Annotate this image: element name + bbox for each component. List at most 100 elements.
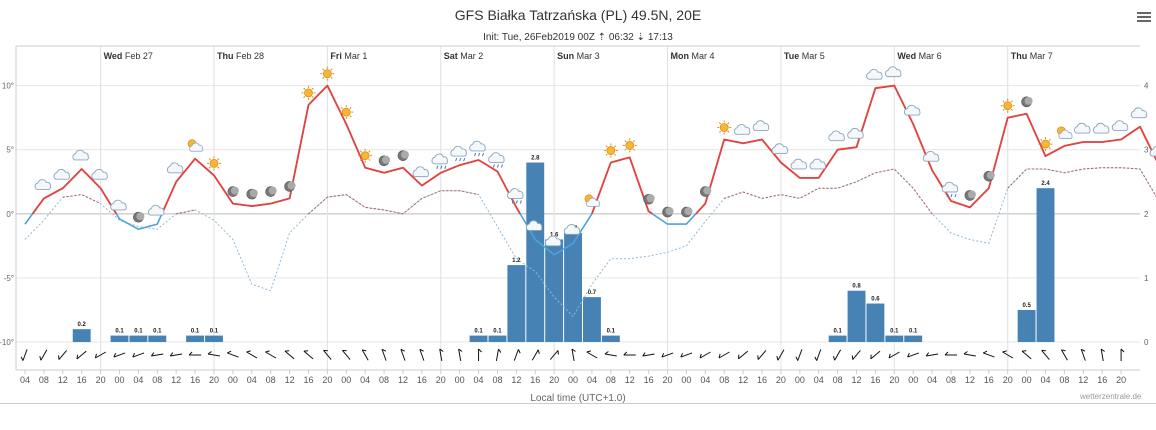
- wind-arrow-icon: [132, 352, 145, 358]
- cloud-icon: [903, 104, 921, 116]
- cloud-icon: [847, 127, 864, 139]
- cloud-icon: [53, 168, 70, 180]
- sun-cloud-icon: [187, 139, 204, 152]
- day-date: Mar 3: [577, 51, 600, 61]
- precip-bar: [1036, 188, 1055, 342]
- sun-icon: [1038, 137, 1053, 152]
- cloud-icon: [526, 220, 543, 231]
- cloud-icon: [72, 149, 89, 161]
- wind-arrow-icon: [699, 351, 711, 359]
- day-date: Mar 6: [919, 51, 942, 61]
- x-tick-label: 20: [889, 375, 899, 385]
- cloud-icon: [412, 166, 430, 178]
- x-tick-label: 20: [776, 375, 786, 385]
- credits-link[interactable]: wetterzentrale.de: [1080, 392, 1142, 401]
- day-label: Tue Mar 5: [784, 51, 825, 61]
- day-name: Thu: [1011, 51, 1030, 61]
- precip-data-label: 0.5: [1022, 303, 1031, 309]
- x-tick-label: 04: [360, 375, 370, 385]
- precip-data-label: 1.2: [512, 258, 521, 264]
- cloud-icon: [1074, 122, 1091, 134]
- temperature-line-warm: [31, 84, 1156, 215]
- day-label: Sun Mar 3: [557, 51, 600, 61]
- moon-icon: [265, 186, 277, 197]
- wind-arrow-icon: [495, 348, 502, 361]
- day-name: Thu: [217, 51, 236, 61]
- wind-arrow-icon: [58, 350, 68, 360]
- wind-arrow-icon: [661, 352, 674, 358]
- precip-data-label: 0.1: [191, 329, 200, 335]
- rain-cloud-icon: [450, 145, 467, 162]
- wind-arrow-icon: [814, 349, 822, 361]
- wind-arrow-icon: [925, 352, 939, 357]
- x-tick-label: 12: [852, 375, 862, 385]
- x-tick-label: 16: [757, 375, 767, 385]
- sun-icon: [206, 156, 221, 171]
- x-tick-label: 08: [946, 375, 956, 385]
- wind-arrow-icon: [963, 351, 976, 357]
- x-tick-label: 00: [455, 375, 465, 385]
- precip-bar: [583, 297, 601, 342]
- y2-tick-label: 1: [1144, 274, 1149, 283]
- y-tick-label: 0°: [6, 210, 14, 219]
- precip-data-label: 0.1: [909, 329, 918, 335]
- x-tick-label: 16: [77, 375, 87, 385]
- moon-icon: [133, 211, 145, 223]
- precip-data-label: 0.6: [871, 297, 880, 303]
- precip-bar: [110, 335, 129, 342]
- y-tick-label: -10°: [0, 338, 14, 347]
- divider: [0, 403, 1156, 404]
- x-tick-label: 04: [133, 375, 143, 385]
- wind-arrow-icon: [604, 351, 617, 357]
- wind-arrow-icon: [680, 352, 693, 358]
- wind-arrow-icon: [39, 349, 48, 361]
- wind-arrow-icon: [265, 350, 277, 359]
- moon-icon: [983, 170, 995, 182]
- wind-arrow-icon: [851, 350, 861, 360]
- precip-data-label: 0.1: [833, 329, 842, 335]
- wind-arrow-icon: [76, 350, 87, 360]
- day-name: Sat: [444, 51, 461, 61]
- wind-arrow-icon: [907, 352, 920, 358]
- sunrise-time: 06:32: [608, 32, 634, 43]
- wind-arrow-icon: [1100, 348, 1105, 361]
- x-tick-label: 16: [417, 375, 427, 385]
- day-date: Feb 28: [236, 51, 264, 61]
- wind-arrow-icon: [888, 351, 900, 359]
- moon-icon: [700, 186, 712, 197]
- wind-arrow-icon: [513, 349, 521, 361]
- menu-icon[interactable]: [1137, 12, 1151, 22]
- x-tick-label: 16: [190, 375, 200, 385]
- sun-icon: [622, 138, 637, 153]
- x-tick-label: 00: [228, 375, 238, 385]
- x-tick-label: 20: [209, 375, 219, 385]
- precip-bar: [885, 335, 904, 342]
- x-tick-label: 04: [1041, 375, 1051, 385]
- rain-cloud-icon: [488, 152, 505, 168]
- wind-arrow-icon: [478, 348, 482, 361]
- precip-data-label: 0.1: [607, 329, 616, 335]
- moon-icon: [681, 206, 693, 218]
- temperature-line-cold: [24, 84, 1156, 256]
- wind-arrow-icon: [169, 352, 183, 357]
- wind-arrow-icon: [188, 351, 202, 356]
- moon-icon: [397, 150, 409, 161]
- x-tick-label: 08: [492, 375, 502, 385]
- precip-bar: [564, 233, 582, 342]
- cloud-icon: [110, 199, 127, 211]
- precip-data-label: 0.2: [78, 322, 87, 328]
- precip-data-label: 0.8: [852, 284, 861, 290]
- wind-arrow-icon: [361, 349, 369, 361]
- cloud-icon: [544, 235, 562, 247]
- wind-arrow-icon: [944, 351, 958, 356]
- rain-cloud-icon: [507, 188, 524, 204]
- moon-icon: [227, 186, 239, 197]
- wind-arrow-icon: [586, 350, 598, 359]
- x-tick-label: 12: [965, 375, 975, 385]
- wind-arrow-icon: [531, 349, 540, 361]
- day-name: Wed: [104, 51, 125, 61]
- cloud-icon: [828, 130, 845, 142]
- wind-arrow-icon: [571, 348, 576, 361]
- x-tick-label: 12: [738, 375, 748, 385]
